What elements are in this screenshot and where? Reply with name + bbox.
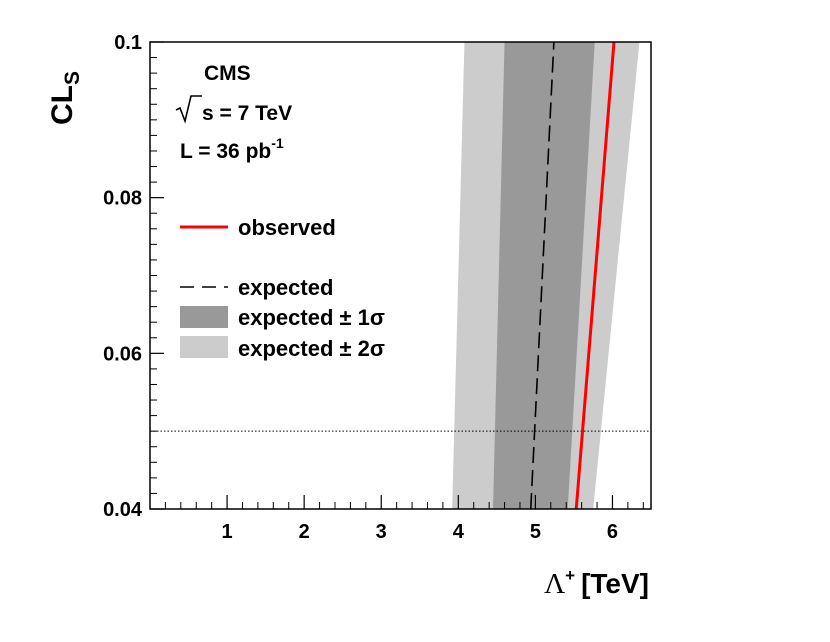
legend-one-sigma-label: expected ± 1σ (238, 305, 385, 330)
band-one-sigma (492, 42, 595, 509)
experiment-label: CMS (204, 62, 251, 85)
x-tick-label: 3 (376, 521, 387, 543)
x-tick-label: 6 (607, 521, 618, 543)
axis-tick-labels: 1 2 3 4 5 6 0.04 0.06 0.08 0.1 (103, 32, 618, 543)
y-tick-label: 0.08 (103, 188, 142, 210)
uncertainty-bands (452, 42, 640, 509)
x-tick-label: 2 (299, 521, 310, 543)
lumi-label: L = 36 pb-1 (180, 135, 284, 163)
legend-two-sigma-swatch (180, 336, 228, 358)
x-tick-label: 5 (530, 521, 541, 543)
energy-label: s = 7 TeV (202, 102, 292, 125)
legend-expected-label: expected (238, 275, 333, 300)
legend-two-sigma-label: expected ± 2σ (238, 336, 385, 361)
x-tick-label: 1 (222, 521, 233, 543)
legend: observed expected expected ± 1σ expected… (180, 215, 385, 361)
y-tick-label: 0.1 (114, 32, 142, 54)
y-tick-label: 0.06 (103, 343, 142, 365)
axis-ticks (150, 41, 644, 510)
series-expected (529, 41, 555, 510)
x-tick-label: 4 (453, 521, 465, 543)
series-layer (529, 41, 616, 510)
series-observed (574, 41, 616, 510)
x-axis-title: Λ+ [TeV] (544, 566, 649, 600)
y-tick-label: 0.04 (103, 499, 143, 521)
legend-one-sigma-swatch (180, 306, 228, 328)
sqrt-symbol (175, 95, 202, 124)
y-axis-title: CLS (46, 71, 84, 125)
legend-observed-label: observed (238, 215, 336, 240)
